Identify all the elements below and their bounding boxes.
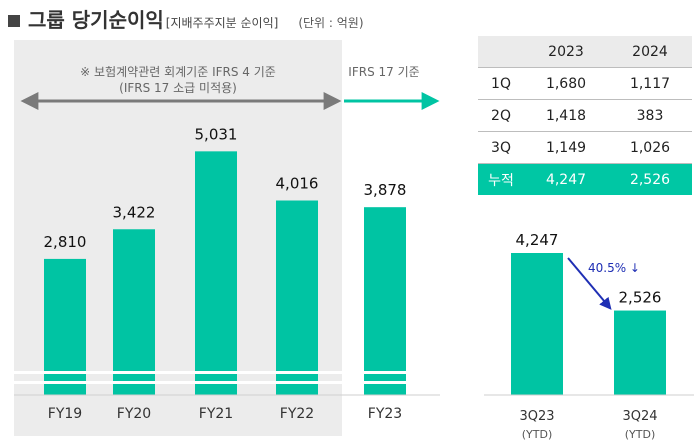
table-header-2023: 2023	[524, 36, 608, 68]
table-total-label: 누적	[478, 163, 524, 195]
decrease-rate-label: 40.5% ↓	[588, 261, 640, 275]
table-row-label: 1Q	[478, 67, 524, 100]
table-cell: 1,680	[524, 67, 608, 100]
bar-3q24	[614, 310, 666, 395]
x-tick-sublabel: (YTD)	[625, 428, 656, 441]
bar-value-label: 2,810	[44, 233, 87, 251]
ifrs17-note: IFRS 17 기준	[348, 65, 419, 79]
table-row: 2Q 1,418 383	[478, 99, 692, 132]
bar-fy19	[44, 258, 86, 395]
bar-fy23	[364, 207, 406, 395]
bar-fy22	[276, 200, 318, 395]
table-row-label: 3Q	[478, 131, 524, 164]
bar-value-label: 5,031	[195, 125, 238, 143]
axis-break-stripe	[14, 381, 440, 384]
table-cell: 383	[608, 99, 692, 132]
decrease-arrow	[567, 257, 612, 310]
x-tick-sublabel: (YTD)	[522, 428, 553, 441]
x-tick-label: FY20	[117, 406, 151, 422]
quarterly-table: 2023 2024 1Q 1,680 1,117 2Q 1,418 383 3Q…	[478, 36, 692, 195]
x-tick-label: FY21	[199, 406, 233, 422]
bar-value-label: 3,422	[113, 203, 156, 221]
bar-value-label: 4,247	[516, 231, 559, 249]
x-tick-label: FY23	[368, 406, 402, 422]
table-cell: 1,418	[524, 99, 608, 132]
bar-3q23	[511, 253, 563, 395]
x-tick-label: FY22	[280, 406, 314, 422]
table-header-row: 2023 2024	[478, 36, 692, 68]
x-tick-label: 3Q24	[622, 409, 657, 424]
bar-fy21	[195, 151, 237, 395]
table-header-blank	[478, 36, 524, 68]
title-main: 그룹 당기순이익	[28, 8, 164, 32]
title-subtitle: [지배주주지분 순이익]	[165, 16, 279, 30]
table-cell: 1,026	[608, 131, 692, 164]
table-cell: 1,117	[608, 67, 692, 100]
x-tick-label: 3Q23	[519, 409, 554, 424]
bar-fy20	[113, 229, 155, 395]
ifrs4-note-line2: (IFRS 17 소급 미적용)	[119, 81, 237, 95]
table-row-label: 2Q	[478, 99, 524, 132]
table-row: 3Q 1,149 1,026	[478, 131, 692, 164]
x-tick-label: FY19	[48, 406, 82, 422]
axis-break-stripe	[14, 371, 440, 374]
table-header-2024: 2024	[608, 36, 692, 68]
title-square-icon	[8, 15, 20, 27]
table-total-row: 누적 4,247 2,526	[478, 163, 692, 195]
table-cell: 1,149	[524, 131, 608, 164]
chart-title: 그룹 당기순이익 [지배주주지분 순이익] (단위 : 억원)	[8, 4, 364, 32]
table-total-cell: 4,247	[524, 163, 608, 195]
bar-value-label: 4,016	[276, 174, 319, 192]
bar-value-label: 2,526	[619, 289, 662, 307]
table-row: 1Q 1,680 1,117	[478, 67, 692, 100]
table-total-cell: 2,526	[608, 163, 692, 195]
ifrs4-note-line1: ※ 보험계약관련 회계기준 IFRS 4 기준	[80, 64, 276, 79]
bar-value-label: 3,878	[364, 181, 407, 199]
unit-label: (단위 : 억원)	[298, 16, 364, 30]
